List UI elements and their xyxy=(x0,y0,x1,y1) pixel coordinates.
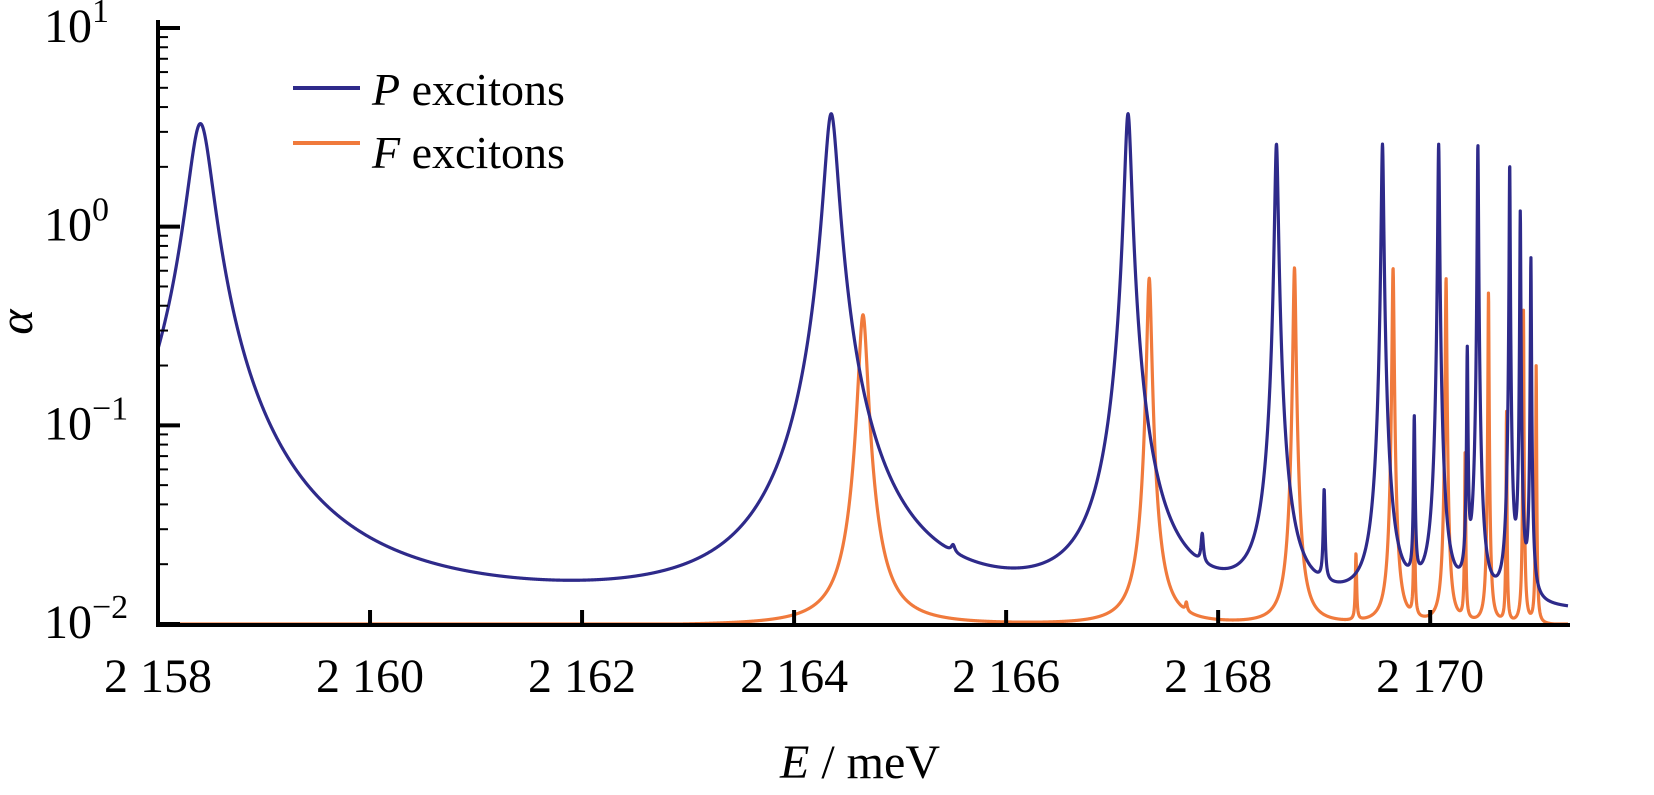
legend-var-f: F xyxy=(371,127,401,178)
x-tick-label: 2 158 xyxy=(104,650,212,703)
y-tick-exponent: 1 xyxy=(92,0,109,30)
y-tick-exponent: −2 xyxy=(92,589,128,626)
x-tick-label: 2 168 xyxy=(1164,650,1272,703)
y-tick-exponent: 0 xyxy=(92,192,109,229)
y-axis-label: α xyxy=(0,309,43,335)
x-tick-label: 2 162 xyxy=(528,650,636,703)
legend-label-f: F excitons xyxy=(371,127,565,178)
x-tick-label: 2 170 xyxy=(1376,650,1484,703)
x-axis-unit: / meV xyxy=(809,736,940,789)
y-tick-label: 10 xyxy=(44,596,92,649)
x-tick-label: 2 166 xyxy=(952,650,1060,703)
legend-label-p: P excitons xyxy=(371,64,565,115)
y-tick-label: 10 xyxy=(44,199,92,252)
legend-text-p: excitons xyxy=(400,64,565,115)
x-axis-label: E / meV xyxy=(779,736,940,789)
series-line-p-excitons xyxy=(158,112,1570,608)
legend: P excitons F excitons xyxy=(293,64,565,178)
y-tick-exponent: −1 xyxy=(92,390,128,427)
x-ticks: 2 158 2 160 2 162 2 164 2 166 2 168 2 170 xyxy=(104,610,1484,703)
x-tick-label: 2 164 xyxy=(740,650,848,703)
series-layer xyxy=(158,112,1570,626)
x-axis-var: E xyxy=(779,736,809,789)
legend-text-f: excitons xyxy=(400,127,565,178)
y-tick-label: 10 xyxy=(44,0,92,53)
y-tick-label: 10 xyxy=(44,397,92,450)
legend-var-p: P xyxy=(371,64,400,115)
x-tick-label: 2 160 xyxy=(316,650,424,703)
